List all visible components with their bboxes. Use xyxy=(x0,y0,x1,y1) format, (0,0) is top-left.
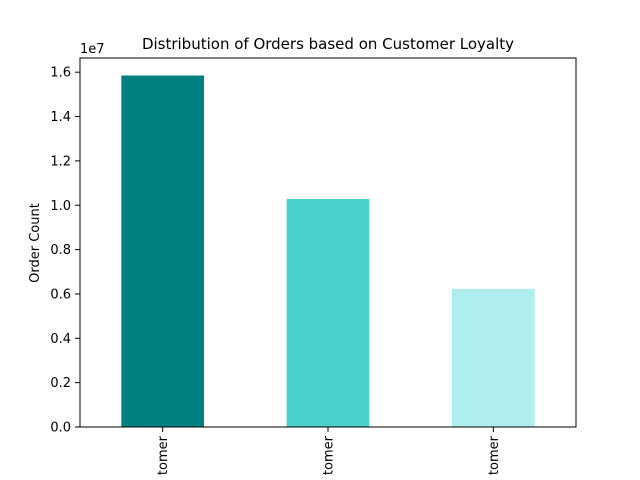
bars-layer xyxy=(121,75,535,428)
x-tick-label: tomer xyxy=(487,435,502,475)
bar-2 xyxy=(286,199,370,427)
y-tick-label: 1.0 xyxy=(50,199,71,214)
x-tick-label: tomer xyxy=(322,435,337,475)
x-tick-label: tomer xyxy=(156,435,171,475)
bar-3 xyxy=(452,288,535,427)
y-tick-label: 0.4 xyxy=(50,332,71,347)
y-axis: 0.0 0.2 0.4 0.6 0.8 1.0 1.2 1.4 1.6 xyxy=(50,66,80,436)
y-tick-label: 1.2 xyxy=(50,154,71,169)
y-axis-label: Order Count xyxy=(28,203,43,283)
y-tick-label: 0.0 xyxy=(50,421,71,436)
bar-1 xyxy=(121,75,204,428)
y-tick-label: 0.8 xyxy=(50,243,71,258)
x-axis: tomer tomer tomer xyxy=(156,427,502,475)
y-tick-label: 1.4 xyxy=(50,110,71,125)
y-tick-label: 0.6 xyxy=(50,287,71,302)
chart-title: Distribution of Orders based on Customer… xyxy=(142,35,514,53)
y-tick-label: 0.2 xyxy=(50,376,71,391)
y-axis-offset-label: 1e7 xyxy=(80,42,105,57)
y-tick-label: 1.6 xyxy=(50,66,71,81)
plot-frame xyxy=(79,57,577,428)
